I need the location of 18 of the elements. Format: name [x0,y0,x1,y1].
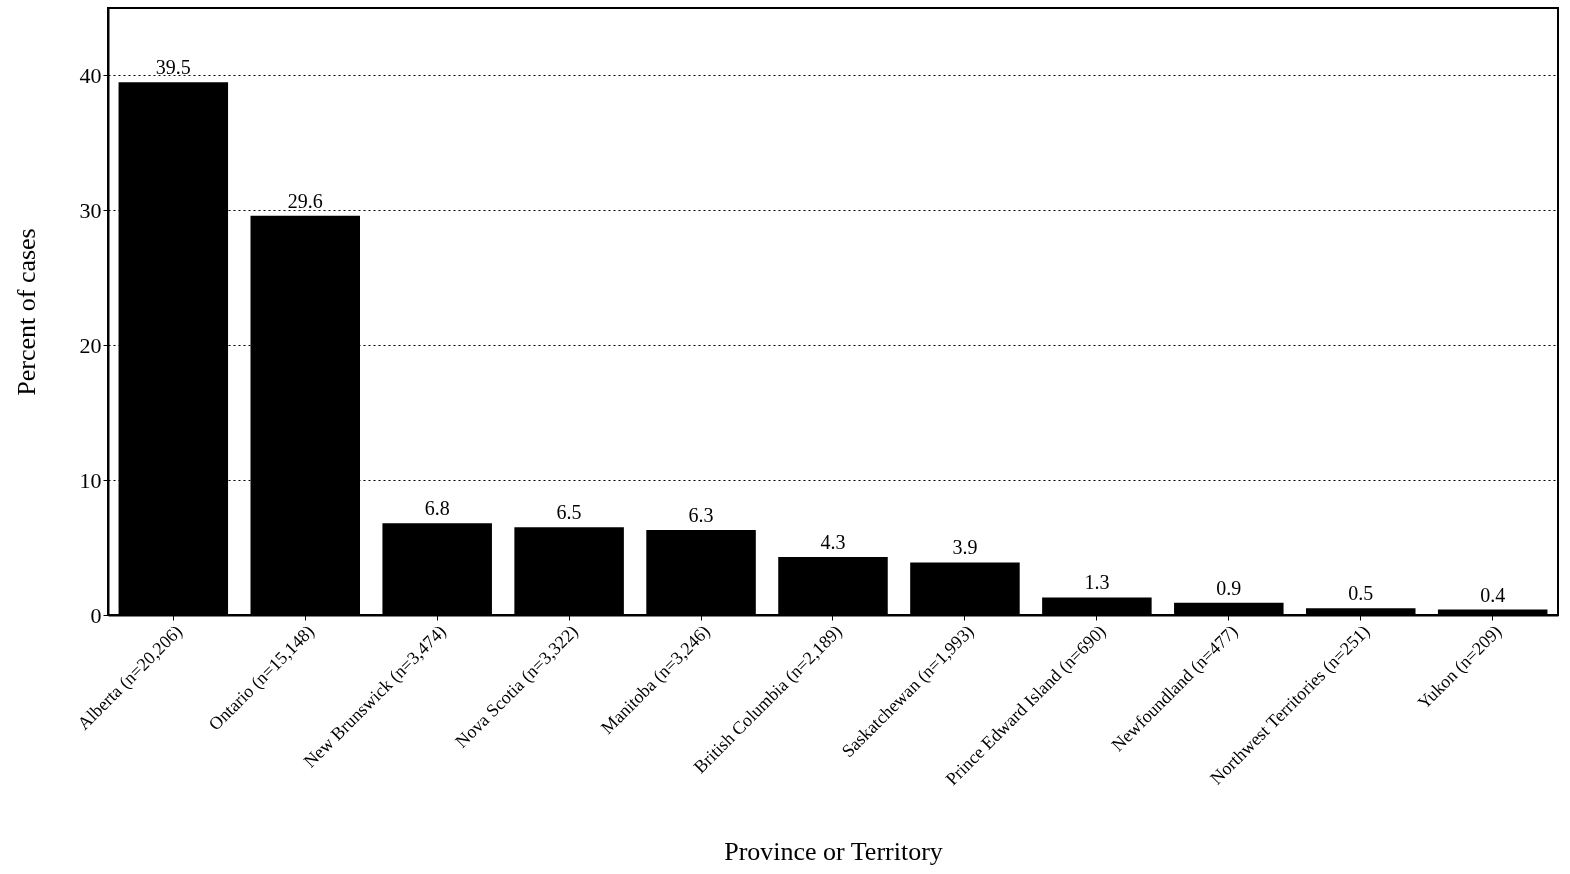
data-label: 4.3 [820,531,846,553]
data-label: 39.5 [155,56,191,79]
y-tick-label: 20 [79,332,102,358]
data-label: 6.3 [688,504,714,527]
data-label: 0.9 [1216,576,1242,599]
y-tick-label: 40 [79,62,102,88]
data-label: 6.8 [424,497,450,520]
data-label: 0.5 [1348,582,1374,605]
x-axis-title: Province or Territory [724,837,943,867]
data-label: 1.3 [1084,571,1110,594]
y-axis-title: Percent of cases [11,228,41,396]
data-label: 29.6 [287,189,323,212]
y-tick-label: 0 [90,602,102,628]
data-label: 6.5 [556,501,582,524]
data-label: 0.4 [1480,583,1506,606]
y-tick-label: 10 [79,467,102,493]
data-label: 3.9 [952,536,978,559]
y-tick-label: 30 [79,197,102,223]
